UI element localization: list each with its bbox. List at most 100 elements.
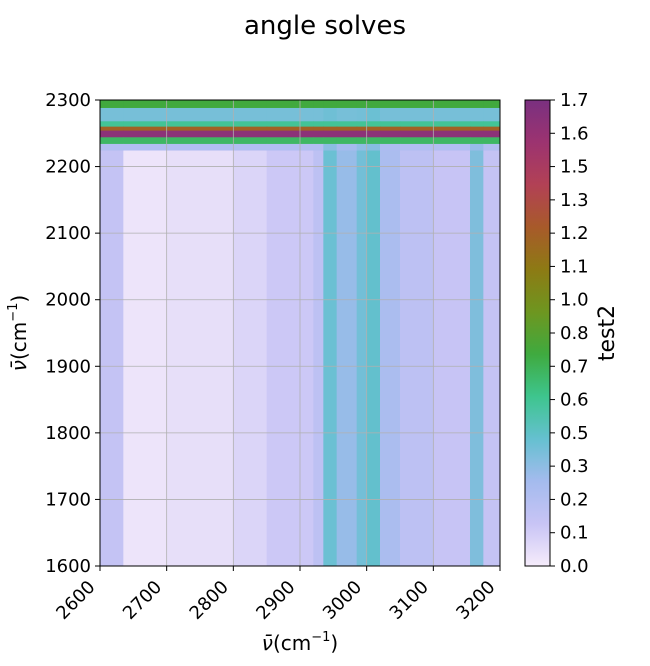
heatmap-cell	[336, 126, 358, 132]
heatmap-cell	[380, 143, 401, 151]
heatmap-cell	[483, 107, 500, 122]
heatmap-cell	[336, 107, 358, 122]
heatmap-cell	[483, 143, 500, 151]
heatmap-cell	[400, 130, 434, 138]
y-tick-label: 2200	[45, 157, 91, 178]
colorbar-ticks: 0.0 0.1 0.2 0.3 0.5 0.6 0.7 0.8 1.0 1.1 1.2 1.3 1.5 1…	[550, 90, 589, 577]
heatmap-cell	[366, 130, 381, 138]
heatmap-cell	[380, 137, 401, 145]
heatmap-cell	[323, 149, 338, 566]
heatmap-cell	[233, 130, 268, 138]
heatmap-cell	[433, 126, 471, 132]
heatmap-cell	[100, 100, 124, 109]
heatmap-cell	[380, 126, 401, 132]
heatmap-cell	[323, 130, 338, 138]
heatmap-cell	[336, 137, 358, 145]
heatmap-cell	[123, 149, 168, 566]
x-tick-label: 2600	[52, 577, 99, 624]
colorbar-tick-label: 1.1	[560, 256, 589, 277]
heatmap-cell	[233, 149, 268, 566]
x-tick-label: 3200	[452, 577, 499, 624]
heatmap-cell	[313, 130, 324, 138]
y-axis-label-unit: (cm	[7, 322, 31, 360]
colorbar-label: test2	[595, 305, 620, 361]
y-axis-label-close: )	[7, 295, 31, 303]
heatmap-cell	[470, 100, 484, 109]
x-axis-label-unit: (cm	[273, 631, 311, 655]
y-axis-label: ν̄(cm−1)	[6, 295, 31, 371]
heatmap-cell	[266, 126, 314, 132]
heatmap-cell	[313, 100, 324, 109]
heatmap-cell	[483, 130, 500, 138]
heatmap-cell	[400, 100, 434, 109]
heatmap-cell	[483, 137, 500, 145]
heatmap-cell	[233, 126, 268, 132]
heatmap-cell	[380, 107, 401, 122]
colorbar-tick-label: 0.6	[560, 390, 589, 411]
heatmap-cell	[123, 121, 168, 128]
y-axis-label-symbol: ν̄	[7, 360, 31, 371]
heatmap-cell	[483, 100, 500, 109]
colorbar-tick-label: 0.0	[560, 556, 589, 577]
heatmap-cell	[266, 137, 314, 145]
heatmap-cell	[123, 143, 168, 151]
colorbar-tick-label: 0.5	[560, 423, 589, 444]
heatmap-cell	[336, 149, 358, 566]
heatmap-cell	[336, 121, 358, 128]
heatmap-cell	[366, 121, 381, 128]
heatmap-cell	[470, 149, 484, 566]
heatmap-cell	[100, 107, 124, 122]
heatmap-cell	[123, 100, 168, 109]
heatmap-cell	[233, 100, 268, 109]
heatmap-cell	[166, 130, 234, 138]
y-tick-label: 1800	[45, 423, 91, 444]
colorbar-tick-label: 0.2	[560, 489, 589, 510]
heatmap-cell	[336, 130, 358, 138]
heatmap-cell	[433, 143, 471, 151]
y-tick-label: 1600	[45, 556, 91, 577]
heatmap-cell	[100, 149, 124, 566]
heatmap-cell	[483, 126, 500, 132]
heatmap-cell	[400, 107, 434, 122]
heatmap-cell	[433, 137, 471, 145]
heatmap-cell	[470, 143, 484, 151]
heatmap-cell	[123, 130, 168, 138]
heatmap-cell	[400, 126, 434, 132]
heatmap-cell	[323, 126, 338, 132]
heatmap-cell	[266, 130, 314, 138]
heatmap-cell	[356, 126, 368, 132]
heatmap-cell	[366, 107, 381, 122]
heatmap-cell	[266, 100, 314, 109]
y-tick-label: 1700	[45, 489, 91, 510]
heatmap-cell	[313, 143, 324, 151]
heatmap-cell	[233, 121, 268, 128]
heatmap-cell	[380, 100, 401, 109]
heatmap-cell	[100, 130, 124, 138]
heatmap-cell	[366, 100, 381, 109]
y-tick-label: 2100	[45, 223, 91, 244]
heatmap-cell	[483, 121, 500, 128]
heatmap-cell	[470, 107, 484, 122]
colorbar-tick-label: 0.8	[560, 323, 589, 344]
x-tick-label: 2800	[186, 577, 233, 624]
heatmap-cell	[266, 143, 314, 151]
heatmap-cell	[166, 121, 234, 128]
heatmap-cell	[433, 107, 471, 122]
colorbar	[524, 99, 551, 567]
heatmap-cell	[266, 149, 314, 566]
x-tick-label: 3000	[319, 577, 366, 624]
heatmap-cell	[400, 121, 434, 128]
heatmap-cell	[313, 149, 324, 566]
heatmap-cell	[433, 149, 471, 566]
y-tick-label: 2000	[45, 290, 91, 311]
heatmap-cell	[266, 121, 314, 128]
heatmap-cell	[380, 149, 401, 566]
heatmap-cell	[166, 137, 234, 145]
heatmap-cell	[123, 107, 168, 122]
heatmap-cell	[366, 143, 381, 151]
heatmap-cell	[166, 126, 234, 132]
heatmap-cell	[356, 107, 368, 122]
heatmap-cell	[266, 107, 314, 122]
heatmap-cell	[323, 143, 338, 151]
